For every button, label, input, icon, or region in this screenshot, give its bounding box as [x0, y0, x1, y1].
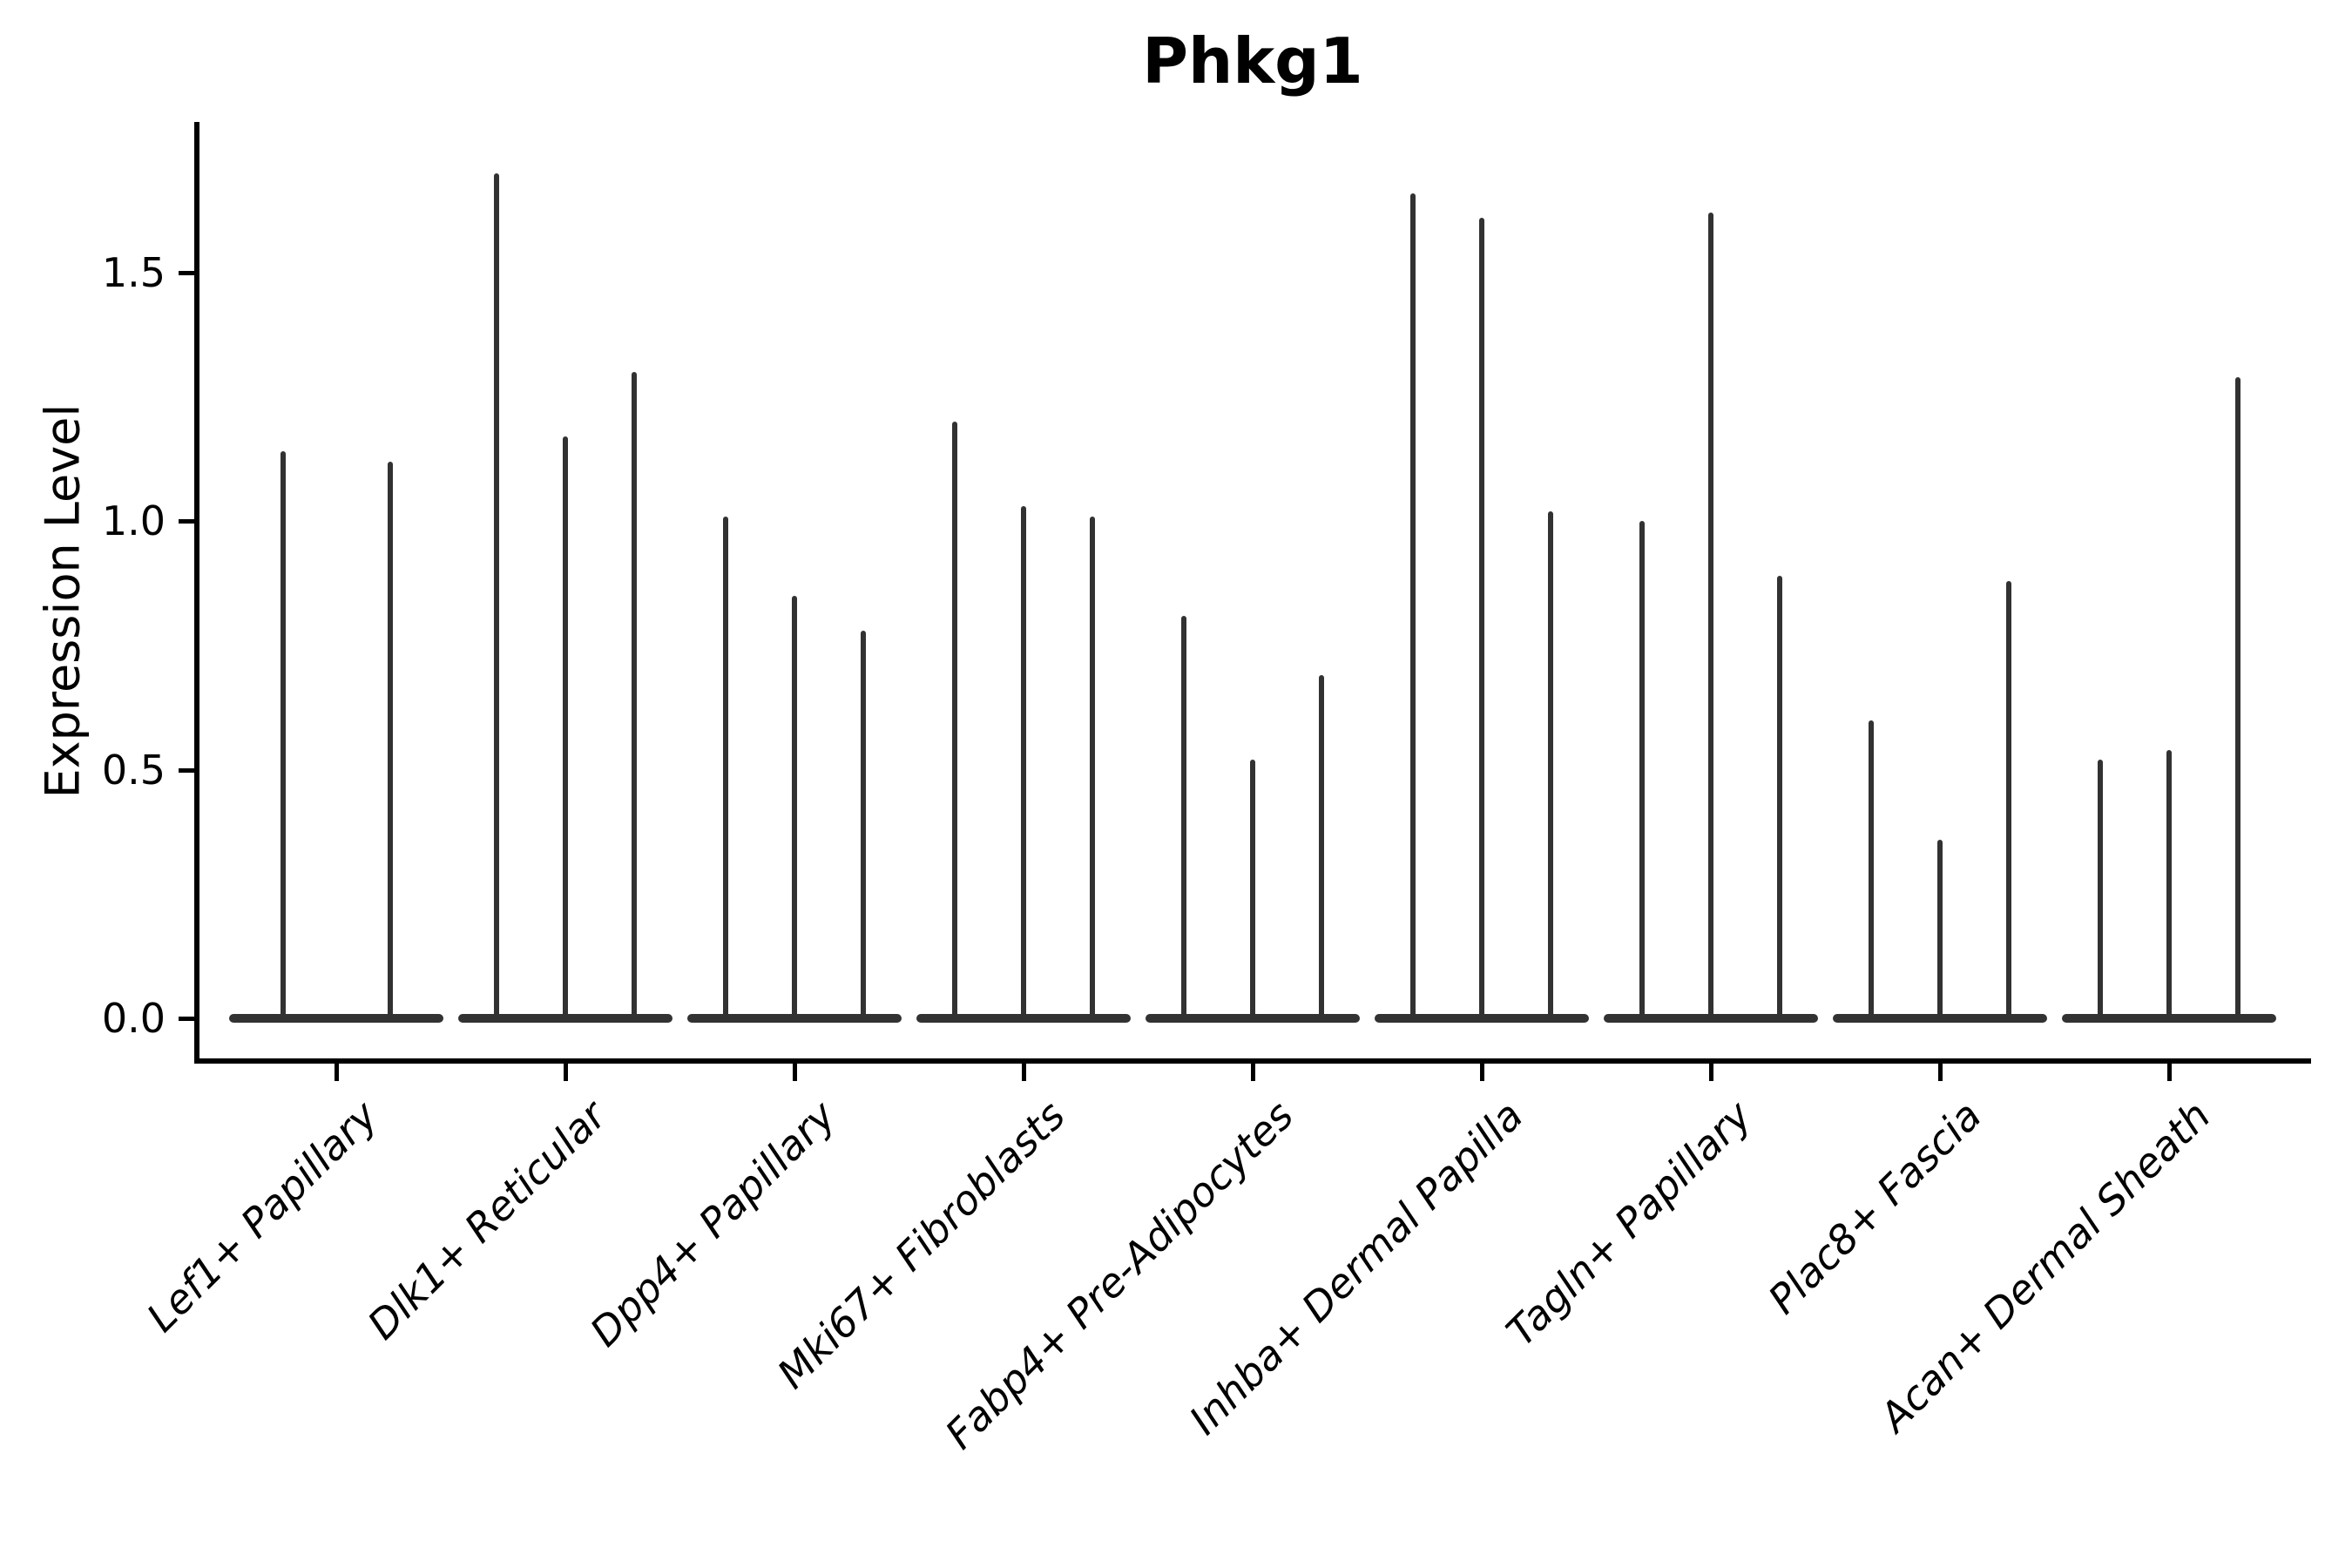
violin-needle [2098, 760, 2103, 1023]
violin-needle [2166, 750, 2172, 1023]
violin-needle [1090, 517, 1095, 1023]
x-axis-spine [194, 1058, 2311, 1064]
violin-needle [861, 631, 866, 1023]
violin-needle [2235, 377, 2240, 1023]
violin-needle [563, 436, 568, 1023]
violin-needle [387, 462, 393, 1023]
y-tick-mark [179, 519, 194, 524]
violin-needle [723, 517, 728, 1023]
y-tick-mark [179, 1017, 194, 1021]
violin-base [229, 1014, 443, 1023]
x-tick-mark [793, 1064, 797, 1081]
violin-needle [1410, 193, 1416, 1023]
violin-needle [1777, 576, 1782, 1023]
x-tick-mark [1022, 1064, 1026, 1081]
x-tick-mark [1480, 1064, 1484, 1081]
x-tick-mark [2167, 1064, 2172, 1081]
violin-needle [1319, 675, 1324, 1023]
violin-needle [792, 596, 797, 1023]
y-axis-label: Expression Level [35, 403, 91, 799]
violin-needle [1869, 720, 1874, 1023]
y-tick-mark [179, 271, 194, 275]
violin-needle [1548, 511, 1553, 1023]
violin-needle [1937, 840, 1943, 1023]
violin-needle [280, 451, 286, 1023]
plot-title: Phkg1 [1142, 24, 1363, 98]
x-tick-mark [1251, 1064, 1255, 1081]
violin-needle [494, 173, 499, 1023]
violin-needle [2006, 581, 2011, 1023]
y-tick-label: 1.5 [101, 249, 166, 296]
violin-needle [1021, 506, 1026, 1023]
violin-needle [1250, 760, 1255, 1023]
x-tick-label: Dpp4+ Papillary [580, 1092, 845, 1355]
y-axis-spine [194, 122, 199, 1064]
violin-needle [1639, 521, 1645, 1023]
x-tick-mark [1709, 1064, 1713, 1081]
x-tick-label: Dlk1+ Reticular [358, 1092, 616, 1348]
violin-needle [1181, 616, 1186, 1023]
violin-needle [952, 422, 957, 1023]
violin-needle [632, 372, 637, 1023]
y-tick-label: 0.0 [101, 995, 166, 1042]
x-tick-mark [335, 1064, 339, 1081]
x-tick-mark [564, 1064, 568, 1081]
y-tick-label: 1.0 [101, 497, 166, 544]
x-tick-label: Plac8+ Fascia [1759, 1092, 1990, 1323]
y-tick-label: 0.5 [101, 747, 166, 794]
violin-needle [1479, 218, 1484, 1023]
y-tick-mark [179, 768, 194, 773]
x-tick-mark [1938, 1064, 1943, 1081]
x-tick-label: Tagln+ Papillary [1497, 1092, 1761, 1355]
violin-needle [1708, 213, 1713, 1023]
x-tick-label: Lef1+ Papillary [137, 1092, 387, 1342]
